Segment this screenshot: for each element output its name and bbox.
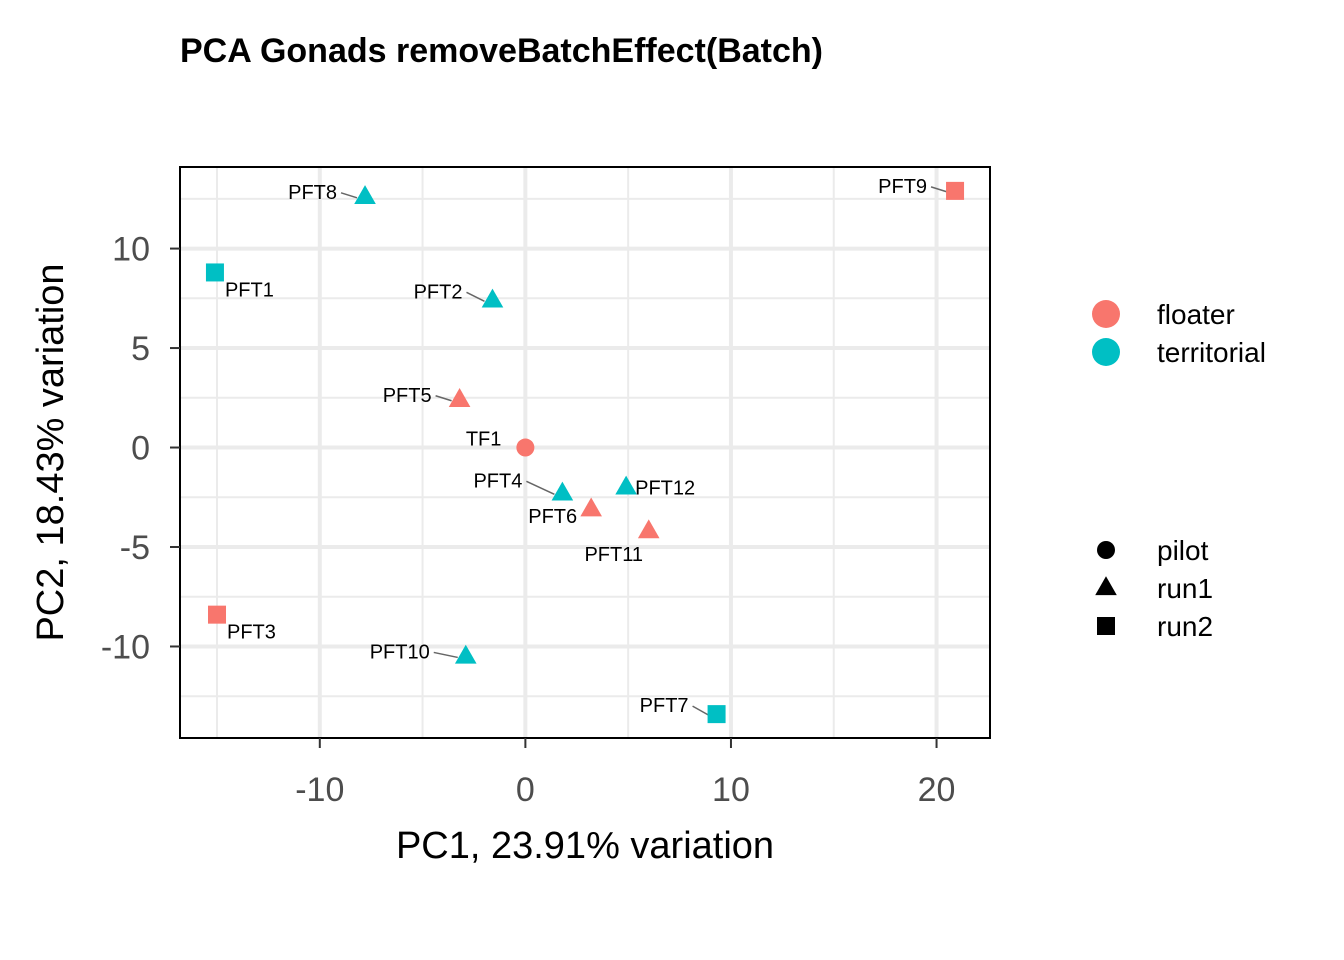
point-label-pft7: PFT7 xyxy=(640,695,689,717)
point-pft11 xyxy=(637,519,660,539)
point-label-pft4: PFT4 xyxy=(473,470,522,492)
point-tf1 xyxy=(516,438,535,457)
y-tick-label: 0 xyxy=(131,430,150,468)
legend-color: floater territorial xyxy=(1092,299,1266,368)
point-label-pft8: PFT8 xyxy=(288,182,337,204)
grid-lines xyxy=(180,167,990,738)
point-label-pft9: PFT9 xyxy=(878,176,927,198)
point-pft2 xyxy=(481,288,504,308)
point-pft12 xyxy=(615,475,637,495)
leader-pft8 xyxy=(340,192,358,199)
y-tick-label: 5 xyxy=(131,330,150,368)
data-points xyxy=(205,181,965,724)
y-axis-title: PC2, 18.43% variation xyxy=(30,263,72,641)
leader-pft5 xyxy=(435,395,452,402)
legend-shape-label-run1: run1 xyxy=(1157,573,1213,604)
x-tick-label: -10 xyxy=(295,771,344,809)
point-pft6 xyxy=(580,497,602,517)
point-labels: PFT1 PFT2 PFT3 PFT4 PFT5 PFT6 PFT7 PFT8 PFT9 PFT1… xyxy=(225,176,927,717)
y-axis: -10 -5 0 5 10 xyxy=(101,231,180,666)
plot-background xyxy=(180,167,990,738)
point-label-pft12: PFT12 xyxy=(635,477,695,499)
point-label-tf1: TF1 xyxy=(466,429,502,451)
chart-title: PCA Gonads removeBatchEffect(Batch) xyxy=(180,32,823,70)
legend-shape-label-pilot: pilot xyxy=(1157,535,1209,566)
point-label-pft11: PFT11 xyxy=(584,544,643,566)
leader-pft4 xyxy=(526,480,555,495)
point-pft8 xyxy=(354,185,376,205)
legend-color-key-territorial xyxy=(1092,338,1120,366)
legend-shape-key-run1 xyxy=(1095,576,1117,596)
point-label-pft10: PFT10 xyxy=(370,641,430,663)
x-tick-label: 20 xyxy=(918,771,956,809)
x-tick-label: 0 xyxy=(516,771,535,809)
legend-shape-key-pilot xyxy=(1097,541,1115,559)
leader-pft9 xyxy=(930,186,948,193)
label-leader-lines xyxy=(340,186,948,716)
point-pft4 xyxy=(551,481,574,501)
y-tick-label: -10 xyxy=(101,628,150,666)
legend-shape: pilot run1 run2 xyxy=(1095,535,1213,642)
point-label-pft6: PFT6 xyxy=(528,506,577,528)
plot-border xyxy=(179,166,991,739)
legend-color-label-floater: floater xyxy=(1157,299,1235,330)
leader-pft10 xyxy=(433,651,458,659)
y-tick-label: -5 xyxy=(120,529,150,567)
legend-color-label-territorial: territorial xyxy=(1157,337,1266,368)
x-axis-title: PC1, 23.91% variation xyxy=(396,825,774,867)
leader-pft2 xyxy=(466,291,485,302)
point-label-pft2: PFT2 xyxy=(414,281,463,303)
legend-shape-label-run2: run2 xyxy=(1157,611,1213,642)
point-pft1 xyxy=(205,263,224,282)
point-pft9 xyxy=(946,181,965,200)
point-label-pft3: PFT3 xyxy=(227,622,276,644)
point-label-pft5: PFT5 xyxy=(383,385,432,407)
point-label-pft1: PFT1 xyxy=(225,279,274,301)
point-pft7 xyxy=(707,705,726,724)
y-tick-label: 10 xyxy=(112,231,150,269)
point-pft5 xyxy=(448,388,471,407)
point-pft3 xyxy=(208,605,227,624)
plot-area xyxy=(180,167,990,738)
point-pft10 xyxy=(454,644,477,664)
legend-shape-key-run2 xyxy=(1097,617,1115,635)
x-tick-label: 10 xyxy=(712,771,750,809)
leader-pft7 xyxy=(692,705,709,716)
x-axis: -10 0 10 20 xyxy=(295,738,955,809)
legend-color-key-floater xyxy=(1092,300,1120,328)
